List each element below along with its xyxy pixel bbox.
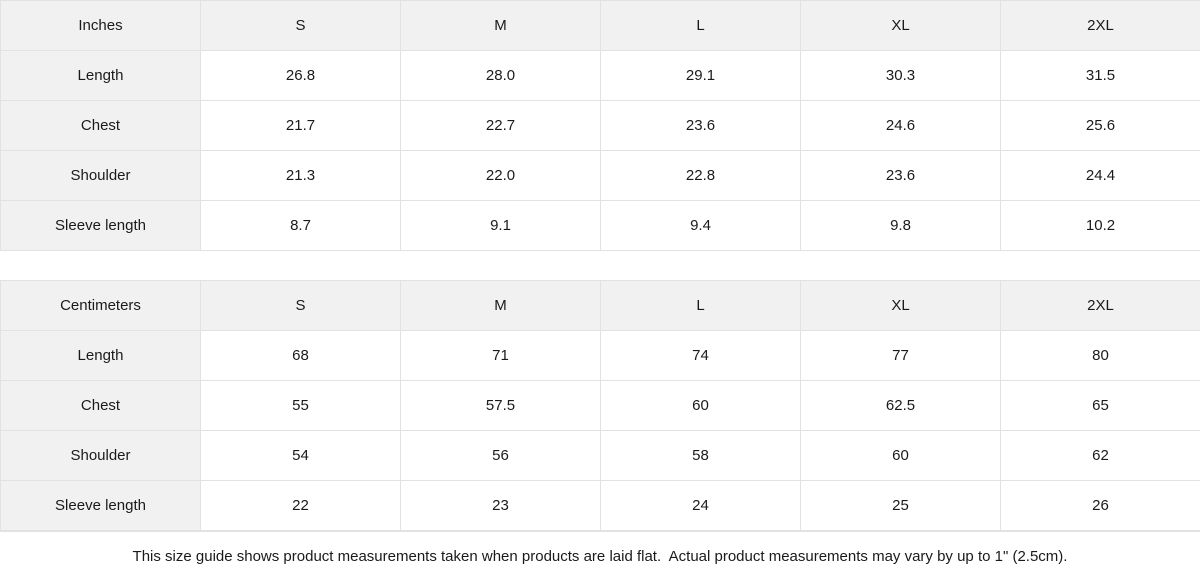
cell-value: 62 [1000,430,1200,482]
table-row: Shoulder 21.3 22.0 22.8 23.6 24.4 [0,150,1200,201]
cell-value: 29.1 [600,50,801,101]
column-header-2xl: 2XL [1000,0,1200,51]
column-header-s: S [200,0,401,51]
table-row: Shoulder 54 56 58 60 62 [0,430,1200,482]
row-label-sleeve-length: Sleeve length [0,200,201,251]
table-row: Sleeve length 8.7 9.1 9.4 9.8 10.2 [0,200,1200,251]
column-header-m: M [400,0,601,51]
cell-value: 24.4 [1000,150,1200,201]
size-table-centimeters: Centimeters S M L XL 2XL Length 68 71 74… [0,280,1200,532]
cell-value: 54 [200,430,401,482]
cell-value: 21.7 [200,100,401,151]
column-header-xl: XL [800,280,1001,332]
cell-value: 10.2 [1000,200,1200,251]
cell-value: 30.3 [800,50,1001,101]
cell-value: 22.0 [400,150,601,201]
cell-value: 26.8 [200,50,401,101]
row-label-length: Length [0,50,201,101]
table-row: Sleeve length 22 23 24 25 26 [0,480,1200,532]
cell-value: 62.5 [800,380,1001,432]
column-header-m: M [400,280,601,332]
cell-value: 24 [600,480,801,532]
cell-value: 57.5 [400,380,601,432]
cell-value: 68 [200,330,401,382]
cell-value: 77 [800,330,1001,382]
column-header-xl: XL [800,0,1001,51]
cell-value: 23.6 [800,150,1001,201]
cell-value: 58 [600,430,801,482]
cell-value: 80 [1000,330,1200,382]
cell-value: 74 [600,330,801,382]
cell-value: 22.8 [600,150,801,201]
cell-value: 26 [1000,480,1200,532]
cell-value: 23 [400,480,601,532]
table-header-row: Inches S M L XL 2XL [0,0,1200,51]
row-label-chest: Chest [0,100,201,151]
row-label-shoulder: Shoulder [0,430,201,482]
cell-value: 65 [1000,380,1200,432]
cell-value: 8.7 [200,200,401,251]
table-row: Length 68 71 74 77 80 [0,330,1200,382]
cell-value: 21.3 [200,150,401,201]
cell-value: 22.7 [400,100,601,151]
row-label-shoulder: Shoulder [0,150,201,201]
column-header-l: L [600,0,801,51]
cell-value: 25.6 [1000,100,1200,151]
unit-label-inches: Inches [0,0,201,51]
cell-value: 9.1 [400,200,601,251]
row-label-chest: Chest [0,380,201,432]
table-spacer [0,251,1200,281]
cell-value: 28.0 [400,50,601,101]
cell-value: 24.6 [800,100,1001,151]
cell-value: 9.4 [600,200,801,251]
size-table-inches: Inches S M L XL 2XL Length 26.8 28.0 29.… [0,0,1200,251]
cell-value: 25 [800,480,1001,532]
size-guide-disclaimer: This size guide shows product measuremen… [0,531,1200,580]
row-label-length: Length [0,330,201,382]
cell-value: 56 [400,430,601,482]
unit-label-centimeters: Centimeters [0,280,201,332]
column-header-2xl: 2XL [1000,280,1200,332]
row-label-sleeve-length: Sleeve length [0,480,201,532]
table-header-row: Centimeters S M L XL 2XL [0,280,1200,332]
table-row: Chest 21.7 22.7 23.6 24.6 25.6 [0,100,1200,151]
cell-value: 55 [200,380,401,432]
cell-value: 22 [200,480,401,532]
cell-value: 60 [600,380,801,432]
column-header-l: L [600,280,801,332]
cell-value: 23.6 [600,100,801,151]
table-row: Chest 55 57.5 60 62.5 65 [0,380,1200,432]
cell-value: 9.8 [800,200,1001,251]
column-header-s: S [200,280,401,332]
cell-value: 60 [800,430,1001,482]
cell-value: 71 [400,330,601,382]
table-row: Length 26.8 28.0 29.1 30.3 31.5 [0,50,1200,101]
cell-value: 31.5 [1000,50,1200,101]
